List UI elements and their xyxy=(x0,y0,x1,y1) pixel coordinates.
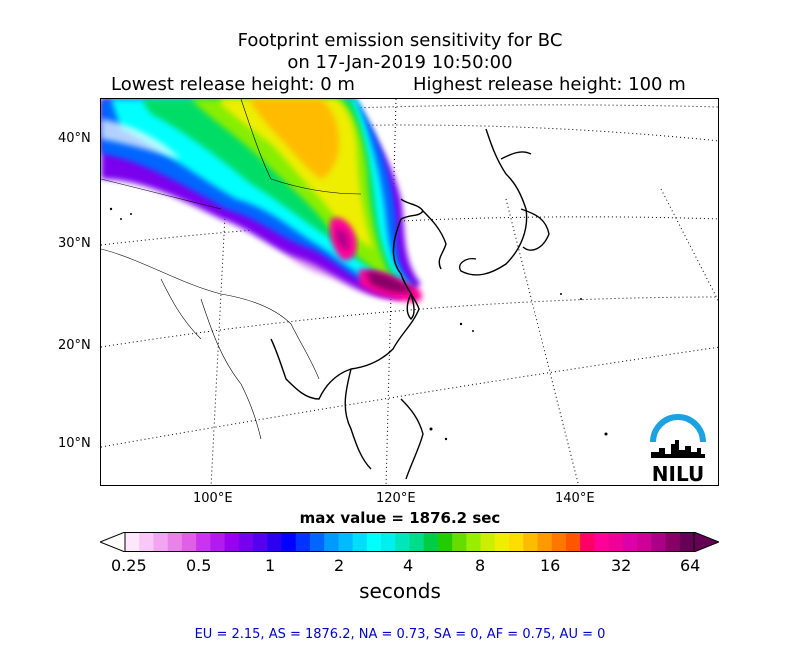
borders xyxy=(101,99,362,440)
lat-label-40n: 40°N xyxy=(58,131,91,146)
colorbar-cell xyxy=(437,532,453,552)
colorbar-cell xyxy=(622,532,638,552)
colorbar-cell xyxy=(381,532,396,552)
colorbar-cell xyxy=(423,532,439,552)
colorbar-cell xyxy=(565,532,581,552)
lon-label-140e: 140°E xyxy=(555,491,595,506)
map-panel xyxy=(100,98,719,486)
colorbar-right-arrow xyxy=(693,532,719,552)
logo-arc xyxy=(650,414,706,443)
colorbar-tick: 32 xyxy=(611,556,632,575)
colorbar-cell xyxy=(196,532,211,552)
coastlines xyxy=(270,128,550,480)
colorbar-cell xyxy=(452,532,467,552)
colorbar-cell xyxy=(366,532,382,552)
colorbar-cell xyxy=(580,532,595,552)
islands xyxy=(109,207,608,441)
highest-release-height: Highest release height: 100 m xyxy=(413,74,686,95)
colorbar-tick: 8 xyxy=(475,556,486,575)
colorbar-cell xyxy=(523,532,538,552)
colorbar-cell xyxy=(309,532,325,552)
colorbar-cell xyxy=(167,532,183,552)
colorbar-cell xyxy=(551,532,567,552)
colorbar-cell xyxy=(267,532,282,552)
lat-label-10n: 10°N xyxy=(58,436,91,451)
colorbar-cell xyxy=(466,532,482,552)
colorbar-cell xyxy=(338,532,354,552)
colorbar-cell xyxy=(480,532,496,552)
colorbar-cell xyxy=(238,532,254,552)
colorbar-tick: 16 xyxy=(540,556,561,575)
lat-label-20n: 20°N xyxy=(58,338,91,353)
colorbar-cell xyxy=(637,532,652,552)
colorbar-tick: 2 xyxy=(334,556,345,575)
lon-label-120e: 120°E xyxy=(376,491,416,506)
colorbar-cell xyxy=(125,532,140,552)
colorbar-tick: 0.5 xyxy=(186,556,212,575)
colorbar-cell xyxy=(139,532,154,552)
lat-label-30n: 30°N xyxy=(58,236,91,251)
colorbar-cell xyxy=(153,532,169,552)
colorbar-cell xyxy=(537,532,553,552)
colorbar-cell xyxy=(395,532,410,552)
colorbar-cell xyxy=(651,532,666,552)
logo-skyline xyxy=(651,440,705,458)
colorbar-cell xyxy=(324,532,339,552)
colorbar-cell xyxy=(594,532,610,552)
map-canvas xyxy=(101,99,718,485)
colorbar-tick: 1 xyxy=(265,556,276,575)
region-totals: EU = 2.15, AS = 1876.2, NA = 0.73, SA = … xyxy=(194,627,606,642)
colorbar-cell xyxy=(665,532,681,552)
map-date: on 17-Jan-2019 10:50:00 xyxy=(287,52,513,73)
colorbar-cell xyxy=(409,532,425,552)
colorbar-cell xyxy=(509,532,524,552)
lowest-release-height: Lowest release height: 0 m xyxy=(111,74,355,95)
colorbar-cell xyxy=(224,532,240,552)
colorbar-cell xyxy=(494,532,510,552)
map-title: Footprint emission sensitivity for BC xyxy=(237,30,563,51)
colorbar-tick: 4 xyxy=(403,556,414,575)
colorbar-tick: 0.25 xyxy=(111,556,147,575)
colorbar-cell xyxy=(253,532,268,552)
footprint-plume xyxy=(101,99,422,303)
logo-text: NILU xyxy=(652,462,704,484)
colorbar-cell xyxy=(210,532,225,552)
colorbar-cell xyxy=(281,532,297,552)
colorbar-cell xyxy=(295,532,311,552)
colorbar-cell xyxy=(608,532,624,552)
colorbar-left-arrow xyxy=(100,532,126,552)
lon-label-100e: 100°E xyxy=(193,491,233,506)
nilu-logo: NILU xyxy=(650,414,706,484)
colorbar-cell xyxy=(352,532,368,552)
colorbar-unit: seconds xyxy=(359,579,441,603)
colorbar xyxy=(100,532,719,552)
colorbar-tick: 64 xyxy=(680,556,701,575)
max-value: max value = 1876.2 sec xyxy=(299,509,501,527)
colorbar-cell xyxy=(679,532,695,552)
colorbar-cell xyxy=(181,532,197,552)
